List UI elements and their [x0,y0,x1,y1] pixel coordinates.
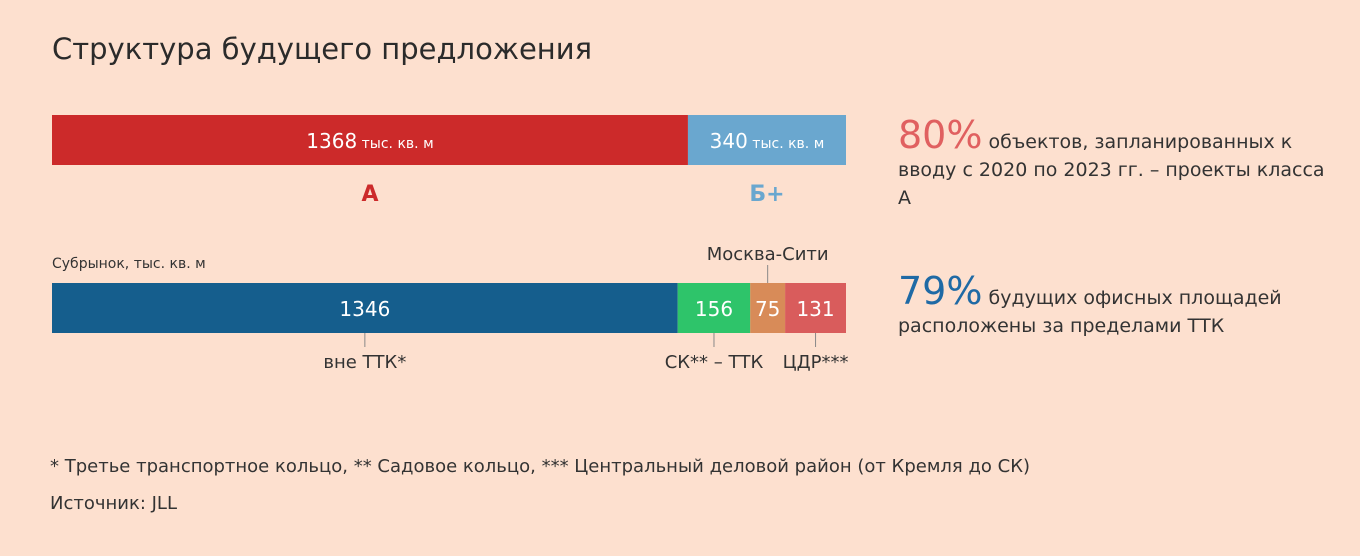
category-label-outside-ttk: вне ТТК* [323,352,406,373]
bar-value-label-cdr: 131 [796,297,834,321]
bar-value-label-b-plus: 340 тыс. кв. м [710,129,825,153]
stat-block-outside-ttk: 79% будущих офисных площадей расположены… [898,272,1338,340]
category-label-b-plus: Б+ [749,182,784,207]
bar-value-label-outside-ttk: 1346 [339,297,390,321]
footnote: * Третье транспортное кольцо, ** Садовое… [50,456,1031,477]
bar-outside-ttk [52,283,678,333]
bar-value-label-sk-ttk: 156 [695,297,733,321]
category-label-a: А [361,182,378,207]
category-label-sk-ttk: СК** – ТТК [665,352,764,373]
stat-percent-class-a: 80% [898,113,983,157]
category-label-moscow-city: Москва-Сити [707,244,829,265]
bar-sk-ttk [677,283,751,333]
bar-value-label-a: 1368 тыс. кв. м [306,129,433,153]
bar-class-b-plus [687,115,846,165]
source-note: Источник: JLL [50,493,177,514]
bar-class-a [52,115,688,165]
stat-text-outside-ttk: будущих офисных площадей расположены за … [898,287,1282,337]
bar-value-label-moscow-city: 75 [755,297,780,321]
page-title: Структура будущего предложения [52,32,593,66]
stat-block-class-a: 80% объектов, запланированных к вводу с … [898,116,1338,212]
category-label-cdr: ЦДР*** [783,352,849,373]
bar-cdr [785,283,846,333]
stat-text-class-a: объектов, запланированных к вводу с 2020… [898,131,1325,209]
submarket-subtitle: Субрынок, тыс. кв. м [52,256,206,272]
stat-percent-outside-ttk: 79% [898,269,983,313]
bar-moscow-city [750,283,786,333]
